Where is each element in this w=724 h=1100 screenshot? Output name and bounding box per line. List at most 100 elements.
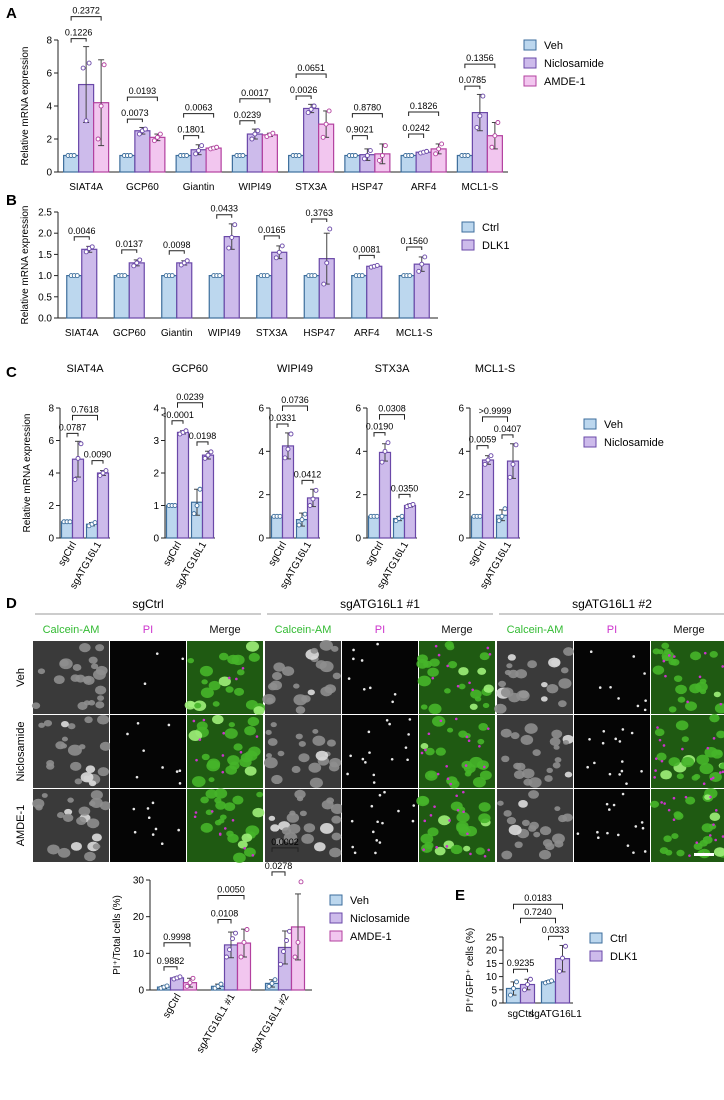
cell — [668, 706, 677, 713]
pi-dot — [223, 827, 227, 830]
cell — [218, 818, 225, 824]
data-point — [499, 513, 505, 519]
data-point — [83, 249, 89, 255]
data-point — [78, 441, 84, 447]
pi-dot — [194, 811, 198, 814]
pi-dot — [708, 834, 712, 837]
pi-dot — [703, 651, 707, 655]
cell — [56, 812, 65, 819]
x-tick-label: sgCtrl — [162, 540, 185, 568]
y-tick-label: 1 — [153, 501, 159, 512]
cell — [208, 680, 221, 691]
pi-dot — [175, 770, 179, 773]
cell — [188, 730, 203, 741]
cell — [91, 833, 102, 842]
cell — [236, 669, 245, 676]
cell — [67, 744, 82, 756]
x-tick-label: STX3A — [256, 328, 288, 339]
significance-bracket — [271, 847, 299, 852]
x-tick-label: GCP60 — [126, 182, 159, 193]
pi-dot — [178, 782, 182, 785]
significance-bracket — [513, 968, 528, 974]
pi-dot — [406, 758, 409, 762]
data-point — [379, 459, 385, 465]
x-tick-label: GCP60 — [113, 328, 146, 339]
cell — [241, 833, 253, 843]
cell — [83, 675, 95, 685]
significance-bracket — [70, 16, 102, 21]
cell — [332, 672, 341, 680]
data-point — [496, 518, 502, 524]
pi-dot — [632, 655, 636, 658]
pi-dot — [663, 802, 666, 805]
data-point — [285, 446, 291, 452]
cell — [226, 830, 234, 837]
cell — [90, 790, 103, 800]
data-point — [310, 496, 316, 502]
cell — [675, 684, 687, 695]
cell — [549, 737, 561, 746]
cell — [676, 773, 684, 780]
p-value-label: 0.2372 — [72, 6, 100, 16]
pi-dot — [198, 738, 202, 741]
x-tick-label: sgATG16L1 #2 — [249, 992, 292, 1055]
cell — [429, 658, 440, 667]
data-point — [299, 517, 305, 523]
pi-dot — [433, 805, 436, 808]
pi-dot — [467, 739, 471, 742]
pi-dot — [640, 821, 644, 824]
pi-dot — [193, 815, 197, 819]
data-point — [226, 245, 232, 251]
pi-dot — [643, 850, 647, 853]
cell — [59, 659, 69, 667]
bar — [63, 154, 80, 173]
cell — [205, 789, 218, 799]
cell — [281, 827, 292, 835]
cell — [506, 663, 513, 669]
pi-dot — [147, 816, 151, 820]
x-tick-label: MCL1-S — [396, 328, 433, 339]
pi-dot — [606, 831, 609, 835]
chart-c-wipi49: 0246WIPI49sgCtrlsgATG16L10.03310.04120.0… — [258, 363, 321, 591]
pi-dot — [486, 646, 490, 650]
cell — [326, 739, 336, 747]
chart-e: 0 5 10 15 20 25 PI⁺/GFP⁺ cells (%) sgCtrlsgATG1… — [465, 893, 638, 1020]
data-point — [424, 148, 430, 154]
cell — [427, 827, 439, 837]
cell — [554, 806, 561, 812]
pi-dot — [136, 722, 140, 725]
cell — [298, 753, 310, 763]
cell — [540, 696, 548, 702]
cell — [435, 747, 446, 756]
y-tick-label: 2 — [48, 501, 54, 512]
cell — [214, 788, 228, 799]
bar — [66, 275, 83, 319]
pi-dot — [672, 796, 676, 800]
pi-dot — [449, 782, 453, 786]
cell — [225, 765, 237, 775]
data-point — [410, 501, 416, 507]
cell — [267, 738, 278, 746]
data-point — [199, 143, 205, 149]
cell — [244, 766, 257, 776]
pi-dot — [660, 759, 664, 763]
cell — [76, 816, 87, 826]
micrograph-tile — [416, 789, 495, 862]
x-tick-label: Giantin — [161, 328, 193, 339]
micrograph-tile — [262, 640, 341, 714]
pi-dot — [383, 790, 386, 794]
p-value-label: >0.9999 — [479, 406, 512, 416]
cell — [558, 678, 572, 689]
p-value-label: 0.8780 — [354, 103, 382, 113]
data-point — [560, 955, 565, 961]
pi-dot — [721, 665, 724, 668]
data-point — [252, 131, 258, 137]
significance-bracket — [239, 120, 256, 125]
micrograph-tile — [110, 789, 186, 862]
pi-dot — [667, 654, 671, 657]
significance-bracket — [501, 434, 514, 439]
data-point — [134, 260, 140, 266]
pi-dot — [434, 644, 438, 648]
pi-dot — [349, 754, 352, 758]
micrograph-tile — [497, 715, 574, 788]
